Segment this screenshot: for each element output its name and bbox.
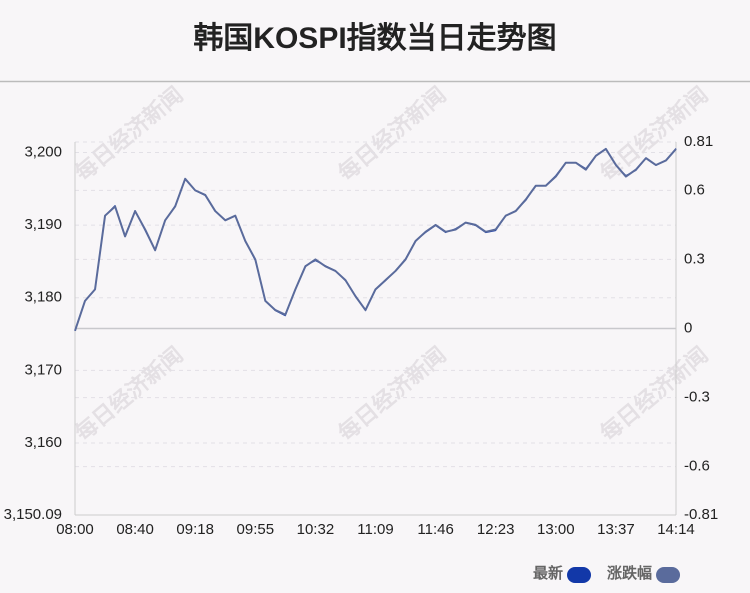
series-line — [74, 147, 677, 332]
legend-label: 涨跌幅 — [607, 564, 652, 582]
watermark: 每日经济新闻 — [70, 82, 188, 187]
legend-label: 最新 — [533, 564, 563, 582]
y-tick-label: 3,180 — [24, 289, 62, 306]
watermarks: 每日经济新闻 每日经济新闻 每日经济新闻 每日经济新闻 每日经济新闻 每日经济新… — [70, 82, 713, 447]
y2-tick-label: -0.3 — [684, 389, 710, 406]
y2-tick-label: 0.6 — [684, 181, 705, 198]
y2-tick-label: 0.81 — [684, 133, 713, 150]
x-tick-label: 11:09 — [357, 521, 393, 538]
y2-tick-label: -0.6 — [684, 458, 710, 475]
x-tick-label: 09:55 — [237, 521, 275, 538]
y2-tick-label: -0.81 — [684, 506, 718, 523]
watermark: 每日经济新闻 — [70, 342, 188, 447]
legend-swatch — [567, 567, 592, 583]
chart-title: 韩国KOSPI指数当日走势图 — [193, 22, 556, 55]
x-tick-label: 12:23 — [477, 521, 515, 538]
y-tick-label: 3,150.09 — [4, 506, 62, 523]
x-tick-label: 11:46 — [417, 521, 453, 538]
x-tick-label: 13:00 — [537, 521, 575, 538]
x-tick-label: 08:00 — [56, 521, 94, 538]
x-tick-label: 09:18 — [176, 521, 214, 538]
y2-tick-label: 0.3 — [684, 250, 705, 267]
y2-tick-label: 0 — [684, 319, 692, 336]
y-tick-label: 3,170 — [24, 361, 62, 378]
x-tick-label: 10:32 — [297, 521, 335, 538]
y-tick-label: 3,190 — [24, 216, 62, 233]
y-tick-label: 3,200 — [24, 143, 62, 160]
y-tick-label: 3,160 — [24, 434, 62, 451]
series-line — [74, 147, 677, 331]
legend-swatch — [656, 567, 681, 583]
watermark: 每日经济新闻 — [333, 82, 451, 187]
x-tick-label: 14:14 — [657, 521, 695, 538]
x-tick-label: 13:37 — [597, 521, 635, 538]
watermark: 每日经济新闻 — [333, 342, 451, 447]
x-tick-label: 08:40 — [116, 521, 154, 538]
